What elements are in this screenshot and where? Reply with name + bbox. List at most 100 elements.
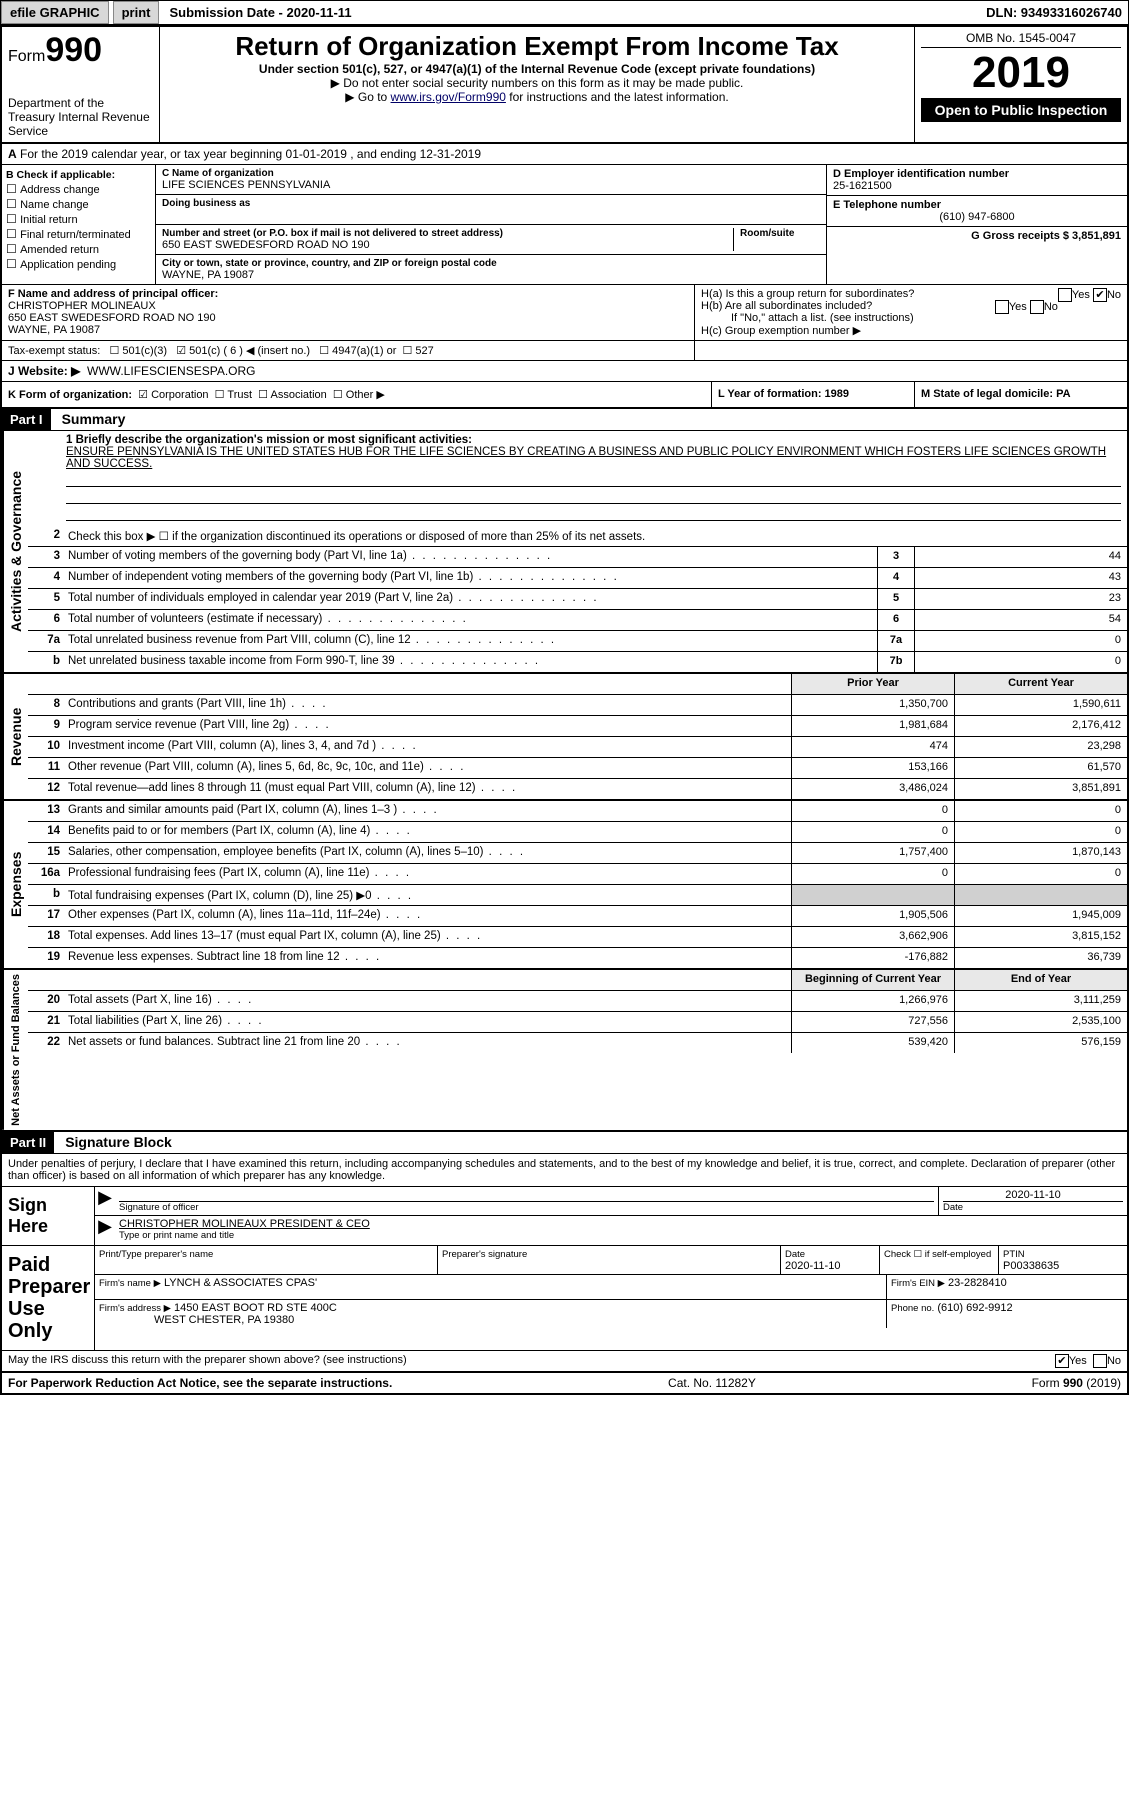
h-b-label: H(b) Are all subordinates included?	[701, 300, 872, 312]
table-row: 15Salaries, other compensation, employee…	[28, 843, 1127, 864]
website-value: WWW.LIFESCIENSESPA.ORG	[87, 364, 255, 378]
discuss-yes[interactable]: ✔	[1055, 1354, 1069, 1368]
side-label-expenses: Expenses	[2, 801, 28, 968]
ein-label: D Employer identification number	[833, 168, 1121, 180]
section-net-assets: Net Assets or Fund Balances Beginning of…	[2, 970, 1127, 1132]
form-number: Form990	[8, 31, 153, 70]
table-row: 22Net assets or fund balances. Subtract …	[28, 1033, 1127, 1053]
chk-amended-return[interactable]: Amended return	[6, 242, 151, 256]
discuss-row: May the IRS discuss this return with the…	[2, 1351, 1127, 1373]
opt-corporation[interactable]: Corporation	[151, 389, 208, 401]
line-a: A For the 2019 calendar year, or tax yea…	[2, 144, 1127, 165]
tax-status-label: Tax-exempt status:	[8, 345, 100, 357]
discuss-question: May the IRS discuss this return with the…	[8, 1354, 1055, 1368]
side-label-net-assets: Net Assets or Fund Balances	[2, 970, 28, 1130]
form-note2: ▶ Go to www.irs.gov/Form990 for instruct…	[166, 90, 908, 104]
mission-label: 1 Briefly describe the organization's mi…	[66, 434, 472, 446]
chk-name-change[interactable]: Name change	[6, 197, 151, 211]
opt-501c[interactable]: 501(c) ( 6 ) ◀ (insert no.)	[189, 345, 310, 357]
chk-application-pending[interactable]: Application pending	[6, 257, 151, 271]
h-a-yes[interactable]	[1058, 288, 1072, 302]
row-f-h: F Name and address of principal officer:…	[2, 285, 1127, 341]
table-row: 5Total number of individuals employed in…	[28, 589, 1127, 610]
row-tax-status: Tax-exempt status: ☐ 501(c)(3) ☑ 501(c) …	[2, 341, 1127, 361]
opt-501c3[interactable]: 501(c)(3)	[122, 345, 167, 357]
table-row: 11Other revenue (Part VIII, column (A), …	[28, 758, 1127, 779]
section-activities-governance: Activities & Governance 1 Briefly descri…	[2, 431, 1127, 674]
col-end-year: End of Year	[954, 970, 1127, 990]
table-row: bNet unrelated business taxable income f…	[28, 652, 1127, 672]
opt-other[interactable]: Other ▶	[346, 389, 385, 401]
table-row: 4Number of independent voting members of…	[28, 568, 1127, 589]
opt-trust[interactable]: Trust	[227, 389, 252, 401]
sign-arrow-icon: ▶	[95, 1187, 115, 1215]
net-columns-header: Beginning of Current Year End of Year	[28, 970, 1127, 991]
col-prior-year: Prior Year	[791, 674, 954, 694]
box-b-label: B Check if applicable:	[6, 169, 151, 181]
city-label: City or town, state or province, country…	[162, 258, 820, 269]
chk-initial-return[interactable]: Initial return	[6, 212, 151, 226]
officer-addr2: WAYNE, PA 19087	[8, 324, 100, 336]
firm-addr2: WEST CHESTER, PA 19380	[154, 1314, 294, 1326]
org-name-label: C Name of organization	[162, 168, 820, 179]
form-header: Form990 Department of the Treasury Inter…	[2, 27, 1127, 144]
table-row: 13Grants and similar amounts paid (Part …	[28, 801, 1127, 822]
org-info-block: B Check if applicable: Address change Na…	[2, 165, 1127, 285]
discuss-no[interactable]	[1093, 1354, 1107, 1368]
dba-label: Doing business as	[162, 198, 820, 209]
part-1-badge: Part I	[2, 409, 51, 430]
perjury-statement: Under penalties of perjury, I declare th…	[2, 1154, 1127, 1187]
omb-number: OMB No. 1545-0047	[921, 31, 1121, 48]
addr-label: Number and street (or P.O. box if mail i…	[162, 228, 727, 239]
firm-addr-label: Firm's address ▶	[99, 1303, 171, 1314]
section-expenses: Expenses 13Grants and similar amounts pa…	[2, 801, 1127, 970]
org-name: LIFE SCIENCES PENNSYLVANIA	[162, 179, 820, 191]
sign-arrow-icon-2: ▶	[95, 1216, 115, 1243]
preparer-sig-label: Preparer's signature	[442, 1249, 527, 1260]
print-button[interactable]: print	[113, 1, 160, 24]
h-a-no[interactable]: ✔	[1093, 288, 1107, 302]
part-1-title: Summary	[54, 408, 134, 430]
form-org-label: K Form of organization:	[8, 389, 132, 401]
officer-label: F Name and address of principal officer:	[8, 288, 218, 300]
sign-here-block: Sign Here ▶ Signature of officer 2020-11…	[2, 1187, 1127, 1246]
chk-final-return[interactable]: Final return/terminated	[6, 227, 151, 241]
table-row: 14Benefits paid to or for members (Part …	[28, 822, 1127, 843]
self-employed-check[interactable]: Check ☐ if self-employed	[884, 1249, 991, 1260]
paid-preparer-block: Paid Preparer Use Only Print/Type prepar…	[2, 1246, 1127, 1351]
table-row: 9Program service revenue (Part VIII, lin…	[28, 716, 1127, 737]
opt-association[interactable]: Association	[271, 389, 327, 401]
part-2-header: Part II Signature Block	[2, 1132, 1127, 1154]
org-city: WAYNE, PA 19087	[162, 269, 820, 281]
year-formation: L Year of formation: 1989	[718, 388, 849, 400]
prep-date-value: 2020-11-10	[785, 1260, 840, 1272]
form-footer: For Paperwork Reduction Act Notice, see …	[2, 1373, 1127, 1393]
opt-527[interactable]: 527	[415, 345, 433, 357]
officer-addr1: 650 EAST SWEDESFORD ROAD NO 190	[8, 312, 216, 324]
opt-4947[interactable]: 4947(a)(1) or	[332, 345, 396, 357]
chk-address-change[interactable]: Address change	[6, 182, 151, 196]
part-1-header: Part I Summary	[2, 409, 1127, 431]
table-row: 19Revenue less expenses. Subtract line 1…	[28, 948, 1127, 968]
officer-name: CHRISTOPHER MOLINEAUX	[8, 300, 156, 312]
part-2-title: Signature Block	[57, 1131, 180, 1153]
sign-here-label: Sign Here	[2, 1187, 95, 1245]
h-b-no[interactable]	[1030, 300, 1044, 314]
table-row: 21Total liabilities (Part X, line 26)727…	[28, 1012, 1127, 1033]
efile-button[interactable]: efile GRAPHIC	[1, 1, 109, 24]
table-row: 10Investment income (Part VIII, column (…	[28, 737, 1127, 758]
officer-name-title-label: Type or print name and title	[119, 1230, 1123, 1241]
part-2-badge: Part II	[2, 1132, 54, 1153]
h-b-yes[interactable]	[995, 300, 1009, 314]
preparer-name-label: Print/Type preparer's name	[99, 1249, 213, 1260]
firm-ein: 23-2828410	[948, 1277, 1007, 1289]
table-row: 16aProfessional fundraising fees (Part I…	[28, 864, 1127, 885]
box-c: C Name of organization LIFE SCIENCES PEN…	[156, 165, 827, 284]
irs-link[interactable]: www.irs.gov/Form990	[391, 90, 506, 104]
ptin-label: PTIN	[1003, 1249, 1025, 1260]
table-row: 18Total expenses. Add lines 13–17 (must …	[28, 927, 1127, 948]
mission-block: 1 Briefly describe the organization's mi…	[28, 431, 1127, 526]
officer-name-title: CHRISTOPHER MOLINEAUX PRESIDENT & CEO	[119, 1218, 1123, 1230]
top-bar: efile GRAPHIC print Submission Date - 20…	[0, 0, 1129, 25]
col-beginning-year: Beginning of Current Year	[791, 970, 954, 990]
